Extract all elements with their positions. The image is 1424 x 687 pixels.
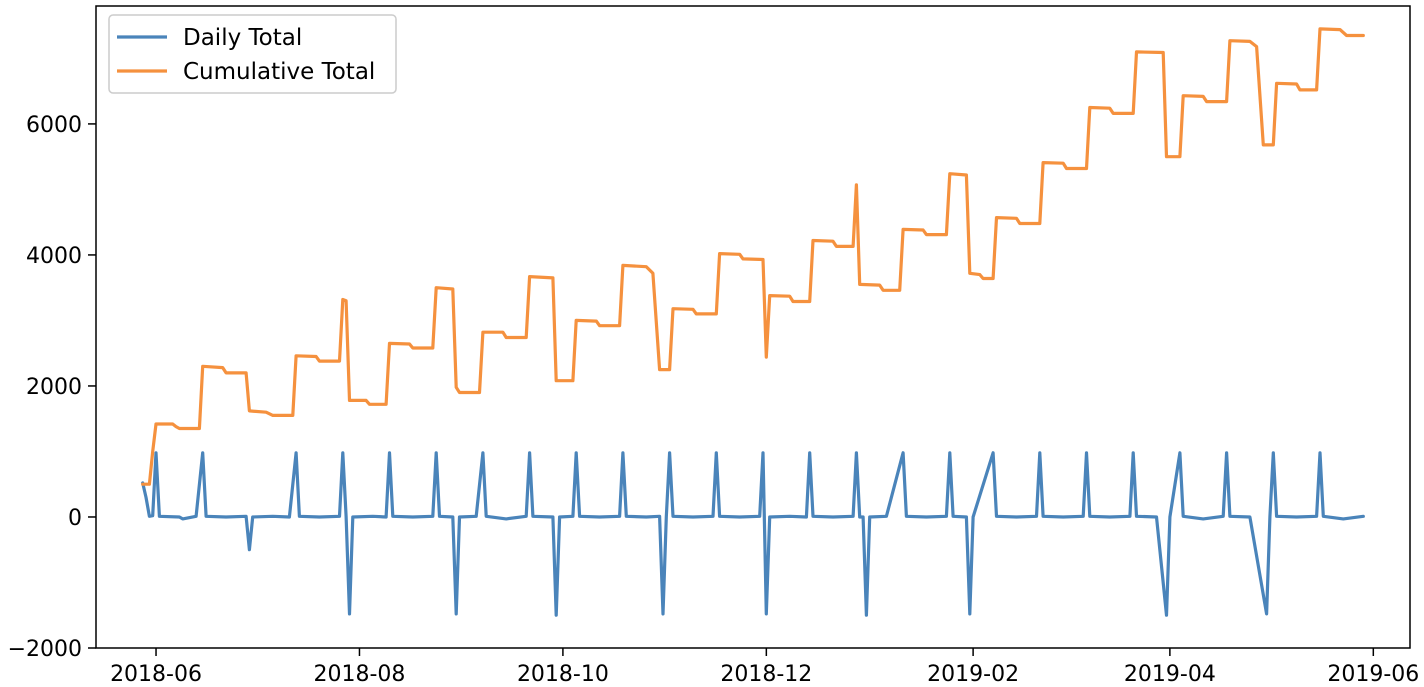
x-tick-label: 2018-06: [110, 662, 202, 687]
legend-box: [108, 14, 397, 94]
legend-label: Daily Total: [183, 25, 302, 51]
y-tick-label: 6000: [26, 113, 82, 138]
x-axis: 2018-06 2018-08 2018-10 2018-12 2019-02 2019-…: [110, 648, 1419, 687]
y-tick-label: 4000: [26, 244, 82, 269]
legend: Daily Total Cumulative Total: [108, 14, 397, 94]
y-tick-label: −2000: [8, 637, 82, 662]
series-layer: [141, 27, 1365, 617]
x-tick-label: 2019-02: [927, 662, 1019, 687]
series-line-daily-total: [141, 451, 1365, 617]
x-tick-label: 2018-08: [314, 662, 406, 687]
x-tick-label: 2019-04: [1124, 662, 1216, 687]
y-axis: −2000 0 2000 4000 6000: [8, 113, 96, 662]
x-tick-label: 2019-06: [1327, 662, 1419, 687]
plot-frame: [95, 5, 1411, 649]
y-tick-label: 2000: [26, 375, 82, 400]
x-tick-label: 2018-12: [720, 662, 812, 687]
legend-label: Cumulative Total: [183, 59, 375, 85]
series-line-cumulative-total: [141, 27, 1365, 486]
y-tick-label: 0: [68, 506, 82, 531]
x-tick-label: 2018-10: [517, 662, 609, 687]
